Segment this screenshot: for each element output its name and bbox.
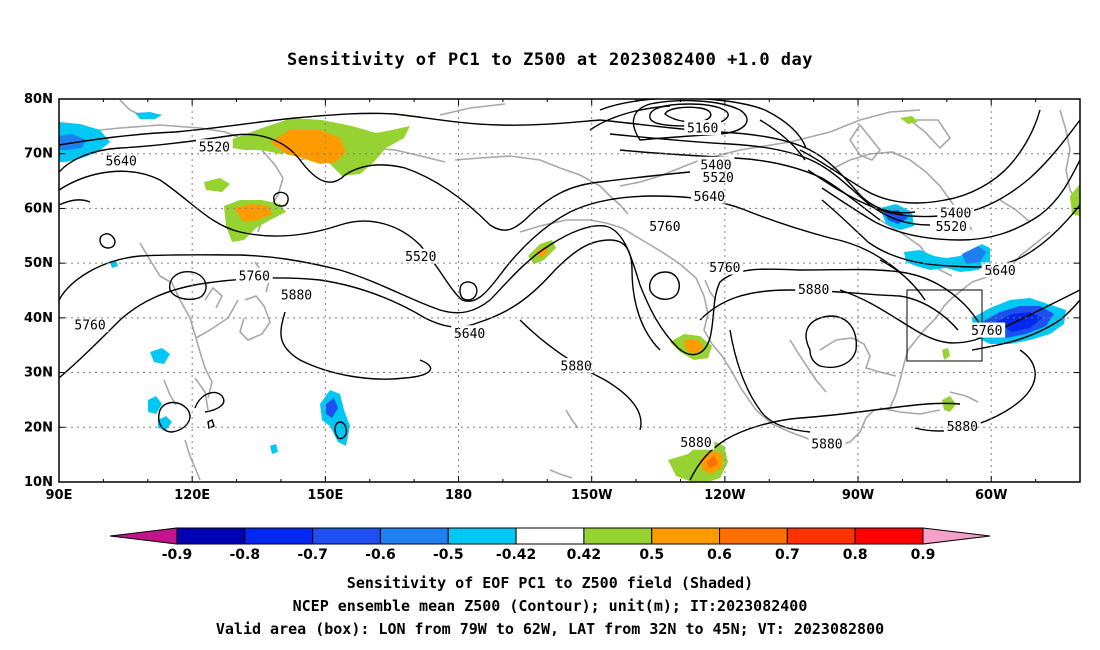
colorbar-swatch <box>651 527 721 545</box>
colorbar-swatch <box>719 527 788 545</box>
latitude-labels: 80N 70N 60N 50N 40N 30N 20N 10N <box>24 92 53 490</box>
contour-label: 5880 <box>561 360 592 375</box>
colorbar-swatch <box>583 527 653 545</box>
colorbar-low-arrow <box>109 527 178 545</box>
contour-label: 5640 <box>694 190 725 205</box>
contour-label: 5640 <box>984 264 1015 279</box>
colorbar-swatch <box>447 527 517 545</box>
lon-tick-label: 90W <box>842 488 874 503</box>
contour-label: 5880 <box>281 288 312 303</box>
plot-frame <box>58 98 1081 483</box>
axis-ticks <box>58 98 1080 483</box>
contour-label: 5760 <box>971 324 1002 339</box>
contour-label: 5520 <box>703 171 734 186</box>
colorbar-label: -0.7 <box>297 547 328 563</box>
colorbar-label: 0.8 <box>843 547 868 563</box>
lon-tick-label: 120W <box>704 488 745 503</box>
colorbar-swatch <box>244 527 314 545</box>
lat-tick-label: 30N <box>24 366 53 381</box>
contour-label-bg <box>646 218 684 234</box>
contour-label: 5520 <box>936 220 967 235</box>
contour-label-bg <box>684 120 722 136</box>
colorbar-high-arrow <box>922 527 991 545</box>
contour-label: 5880 <box>680 436 711 451</box>
lat-tick-label: 60N <box>24 201 53 216</box>
lon-tick-label: 150W <box>571 488 612 503</box>
coastlines <box>59 99 1077 481</box>
contour-label-bg <box>71 317 109 333</box>
contour-label: 5760 <box>74 319 105 334</box>
lon-tick-label: 150E <box>307 488 343 503</box>
lon-tick-label: 180 <box>445 488 472 503</box>
colorbar-label: 0.9 <box>911 547 936 563</box>
colorbar-label: -0.42 <box>496 547 536 563</box>
contour-label-bg <box>932 218 970 234</box>
contour-label-bg <box>699 169 737 185</box>
colorbar-swatch <box>312 527 381 545</box>
colorbar-label: -0.8 <box>230 547 261 563</box>
chart-title: Sensitivity of PC1 to Z500 at 2023082400… <box>286 50 813 70</box>
colorbar-label: 0.5 <box>639 547 664 563</box>
contour-label-bg <box>235 267 273 283</box>
lon-tick-label: 90E <box>46 488 73 503</box>
contour-label: 5640 <box>454 327 485 342</box>
colorbar-label: 0.7 <box>775 547 800 563</box>
contour-label: 5880 <box>798 283 829 298</box>
contour-label: 5160 <box>687 122 718 137</box>
contour-label-bg <box>557 358 595 374</box>
sensitivity-shading <box>59 112 1080 482</box>
contour-label-bg <box>677 434 715 450</box>
lat-tick-label: 40N <box>24 311 53 326</box>
colorbar-swatch <box>786 527 856 545</box>
caption-line-1: Sensitivity of EOF PC1 to Z500 field (Sh… <box>346 574 754 592</box>
colorbar-label: -0.9 <box>162 547 193 563</box>
contour-label: 5520 <box>199 141 230 156</box>
contour-label-bg <box>943 418 981 434</box>
contour-label-bg <box>278 286 315 302</box>
contour-label-bg <box>102 152 140 168</box>
contour-label: 5760 <box>239 269 270 284</box>
colorbar-label: -0.6 <box>365 547 396 563</box>
contour-label-bg <box>451 325 489 341</box>
contour-label: 5880 <box>811 437 842 452</box>
contour-label-bg <box>402 248 440 264</box>
lon-tick-label: 60W <box>975 488 1007 503</box>
colorbar-label: 0.6 <box>707 547 732 563</box>
colorbar-label: 0.42 <box>567 547 602 563</box>
colorbar-swatch <box>176 527 246 545</box>
contour-label-bg <box>937 204 975 220</box>
colorbar <box>109 527 991 545</box>
contour-label: 5760 <box>649 220 680 235</box>
contour-label: 5880 <box>947 420 978 435</box>
contour-labels: 5520564051605400552056405760552057605400… <box>71 120 1019 452</box>
colorbar-labels: -0.9 -0.8 -0.7 -0.6 -0.5 -0.42 0.42 0.5 0.6 0.7 0.… <box>162 547 936 563</box>
colorbar-swatch <box>854 527 924 545</box>
contour-label: 5520 <box>405 250 436 265</box>
colorbar-label: -0.5 <box>433 547 464 563</box>
contour-label-bg <box>690 188 728 204</box>
lat-tick-label: 80N <box>24 92 53 107</box>
colorbar-swatch <box>515 527 585 545</box>
contour-label-bg <box>808 435 846 451</box>
contour-label: 5640 <box>105 154 136 169</box>
lat-tick-label: 10N <box>24 475 53 490</box>
lat-tick-label: 20N <box>24 420 53 435</box>
contour-label-bg <box>795 281 833 297</box>
colorbar-swatch <box>379 527 449 545</box>
contour-label-bg <box>968 322 1006 338</box>
caption-line-2: NCEP ensemble mean Z500 (Contour); unit(… <box>292 597 808 615</box>
lon-tick-label: 120E <box>174 488 210 503</box>
lat-lon-grid <box>59 99 1080 482</box>
lat-tick-label: 70N <box>24 147 53 162</box>
contour-label-bg <box>195 139 233 155</box>
contour-label: 5400 <box>940 206 971 221</box>
lat-tick-label: 50N <box>24 256 53 271</box>
caption-line-3: Valid area (box): LON from 79W to 62W, L… <box>215 620 885 638</box>
longitude-labels: 90E 120E 150E 180 150W 120W 90W 60W <box>46 488 1008 503</box>
